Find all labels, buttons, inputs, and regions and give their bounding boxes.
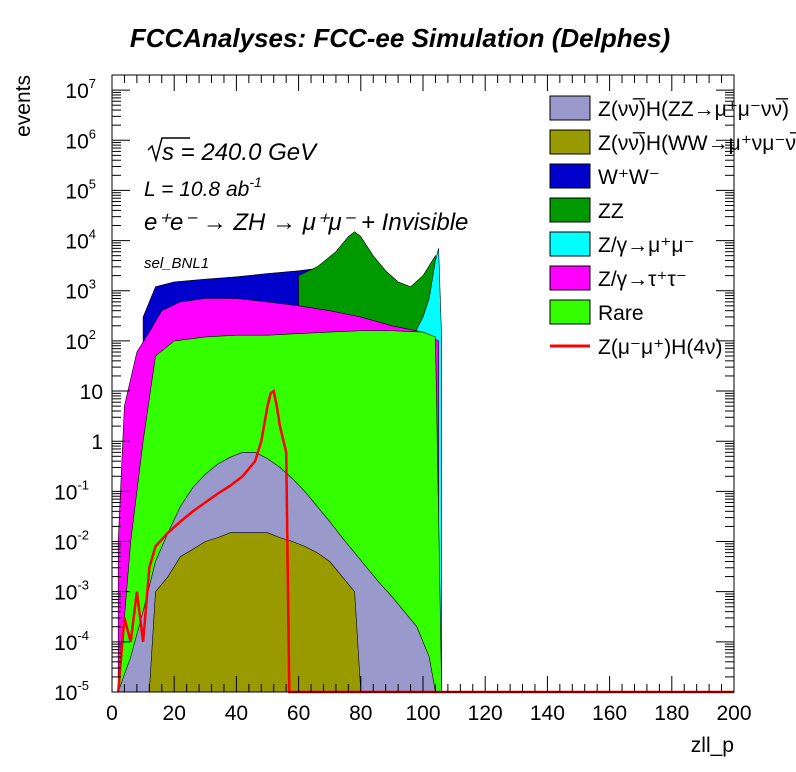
y-tick-label: 10-4	[54, 628, 89, 655]
x-tick-label: 60	[287, 702, 310, 725]
legend-label: Z(μ⁻μ⁺)H(4ν)	[598, 336, 723, 359]
legend-label: Z(νν̅)H(ZZ→μ⁺μ⁻νν̅)	[598, 98, 789, 121]
chart-title: FCCAnalyses: FCC-ee Simulation (Delphes)	[130, 23, 670, 53]
y-tick-label: 102	[65, 327, 96, 354]
series-area-1	[148, 532, 362, 693]
y-axis: 10-5 10-4 10-3 10-2 10-11 10 102 103 104 105 106 10…	[54, 74, 734, 705]
annotation-sqrt-s-text: s = 240.0 GeV	[162, 139, 318, 166]
y-tick-label: 10-1	[54, 477, 89, 504]
legend-label: W⁺W⁻	[598, 166, 660, 189]
x-tick-label: 180	[654, 702, 689, 725]
y-axis-title: events	[12, 75, 35, 137]
legend: Z(νν̅)H(ZZ→μ⁺μ⁻νν̅) Z(νν̅)H(WW→μ⁺νμ⁻ν̅) W⁺…	[549, 95, 796, 359]
legend-label: Z(νν̅)H(WW→μ⁺νμ⁻ν̅)	[598, 132, 796, 155]
x-tick-label: 200	[716, 702, 751, 725]
x-tick-label: 20	[163, 702, 186, 725]
x-tick-label: 100	[405, 702, 440, 725]
plot-area	[116, 231, 734, 694]
legend-label: Rare	[598, 302, 644, 325]
y-tick-label: 105	[65, 176, 96, 203]
annotation-selection: sel_BNL1	[144, 255, 209, 272]
x-tick-label: 40	[225, 702, 248, 725]
y-tick-label: 103	[65, 277, 96, 304]
y-tick-label: 104	[65, 227, 96, 254]
legend-label: Z/γ→τ⁺τ⁻	[598, 268, 687, 291]
annotation-lumi-exp: -1	[249, 174, 261, 190]
annotation-lumi-text: L = 10.8 ab	[144, 178, 250, 201]
annotation-process: e⁺e⁻ → ZH → μ⁺μ⁻ + Invisible	[144, 209, 468, 236]
legend-swatch	[549, 163, 591, 189]
x-tick-label: 80	[349, 702, 372, 725]
y-tick-label: 10-3	[54, 578, 89, 605]
sqrt-symbol	[147, 137, 190, 163]
y-tick-label: 1	[91, 431, 103, 454]
legend-label: ZZ	[598, 200, 624, 223]
x-tick-label: 160	[592, 702, 627, 725]
legend-label: Z/γ→μ⁺μ⁻	[598, 234, 695, 257]
y-tick-label: 10	[80, 381, 103, 404]
legend-swatch	[549, 197, 591, 223]
x-axis: 0 20 40 60 80 100 120 140 160 180 200	[106, 75, 752, 725]
legend-swatch	[549, 231, 591, 257]
legend-swatch	[549, 95, 591, 121]
legend-swatch	[549, 299, 591, 325]
y-tick-label: 106	[65, 126, 96, 153]
legend-swatch	[549, 265, 591, 291]
annotation-sqrt-s: s = 240.0 GeV	[147, 137, 318, 166]
series-line-signal	[116, 388, 734, 694]
x-axis-title: zll_p	[691, 734, 734, 757]
y-tick-label: 10-2	[54, 528, 89, 555]
annotation-lumi: L = 10.8 ab-1	[144, 174, 262, 201]
x-tick-label: 120	[468, 702, 503, 725]
y-tick-label: 107	[65, 76, 96, 103]
legend-entries: Z(νν̅)H(ZZ→μ⁺μ⁻νν̅) Z(νν̅)H(WW→μ⁺νμ⁻ν̅) W⁺…	[549, 95, 796, 359]
x-tick-label: 140	[530, 702, 565, 725]
legend-swatch	[549, 129, 591, 155]
y-tick-label: 10-5	[54, 678, 89, 705]
x-tick-label: 0	[106, 702, 118, 725]
